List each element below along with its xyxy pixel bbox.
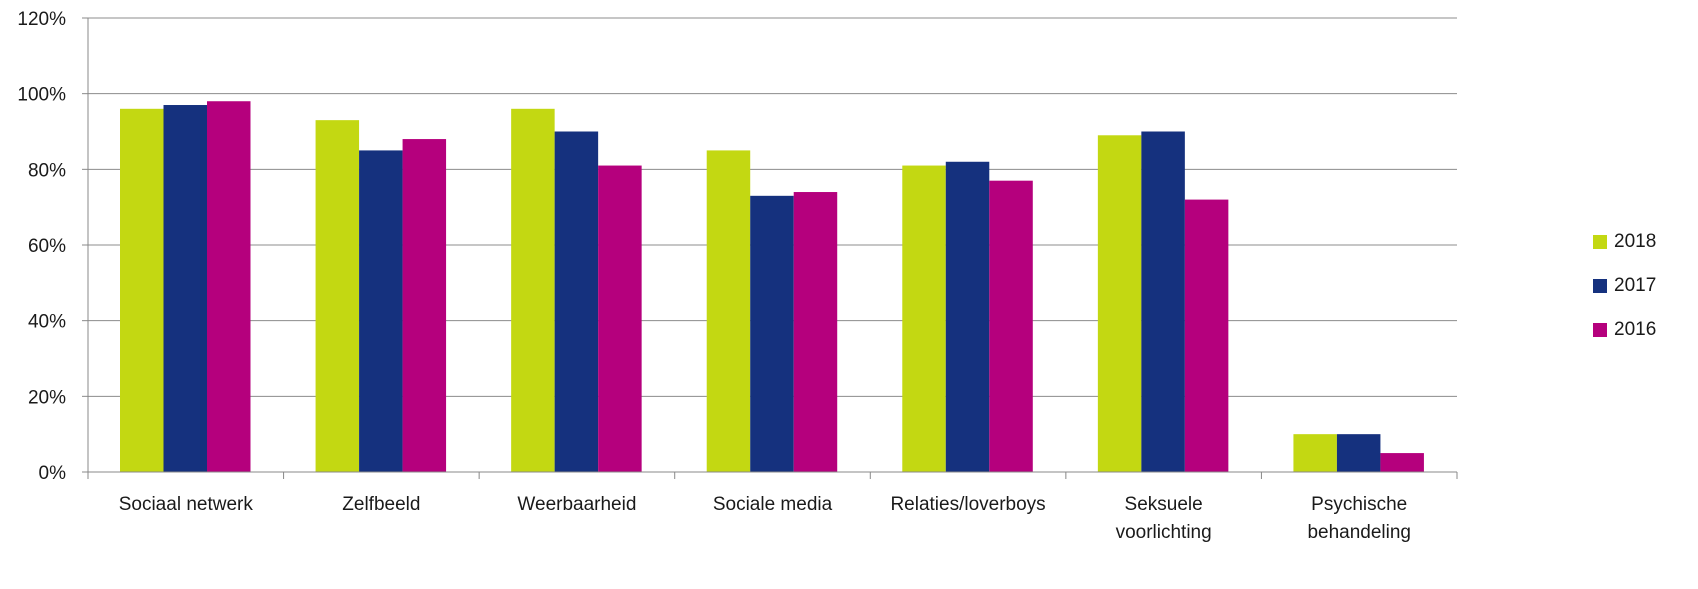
bar: [945, 161, 990, 472]
bar: [1184, 199, 1229, 472]
category-label: Sociaal netwerk: [119, 494, 254, 515]
bar: [163, 105, 207, 473]
bar: [402, 139, 447, 473]
category-labels: Sociaal netwerk Zelfbeeld Weerbaarheid Soci…: [119, 494, 1411, 543]
bars: [120, 101, 1424, 473]
category-label: Sociale media: [713, 494, 833, 515]
bar: [554, 131, 599, 472]
bar: [120, 108, 164, 473]
y-axis-tick-labels: 0% 20% 40% 60% 80% 100% 120%: [17, 9, 66, 484]
bar: [1097, 135, 1142, 473]
bar: [1336, 434, 1381, 472]
bar: [989, 180, 1033, 472]
bar: [706, 150, 751, 472]
x-axis-ticks: [87, 472, 1458, 479]
bar: [598, 165, 642, 473]
bar: [793, 192, 838, 473]
category-label: Psychische behandeling: [1307, 494, 1411, 543]
bar: [359, 150, 403, 472]
legend-swatch: [1593, 235, 1607, 249]
category-label: Zelfbeeld: [342, 494, 420, 515]
bar: [750, 195, 794, 473]
category-label: Seksuele voorlichting: [1116, 494, 1212, 543]
legend-item: 2016: [1593, 308, 1656, 352]
legend-label: 2018: [1614, 231, 1657, 252]
bar: [902, 165, 946, 473]
legend-label: 2017: [1614, 275, 1657, 296]
legend-swatch: [1593, 323, 1607, 337]
bar: [1380, 453, 1424, 472]
legend: 2018 2017 2016: [1593, 220, 1656, 352]
y-tick-label: 100%: [17, 85, 66, 106]
y-tick-label: 80%: [28, 160, 66, 181]
bar: [315, 120, 360, 473]
category-label: Relaties/loverboys: [890, 494, 1045, 515]
bar: [207, 101, 251, 472]
legend-item: 2017: [1593, 264, 1656, 308]
legend-label: 2016: [1614, 319, 1657, 340]
y-tick-label: 40%: [28, 312, 66, 333]
bar: [1293, 434, 1337, 472]
legend-item: 2018: [1593, 220, 1656, 264]
y-tick-label: 0%: [39, 463, 67, 484]
category-label: Weerbaarheid: [517, 494, 636, 515]
bar: [1141, 131, 1185, 472]
y-tick-label: 20%: [28, 387, 66, 408]
y-tick-label: 120%: [17, 9, 66, 30]
legend-swatch: [1593, 279, 1607, 293]
y-tick-label: 60%: [28, 236, 66, 257]
bar: [511, 108, 555, 473]
